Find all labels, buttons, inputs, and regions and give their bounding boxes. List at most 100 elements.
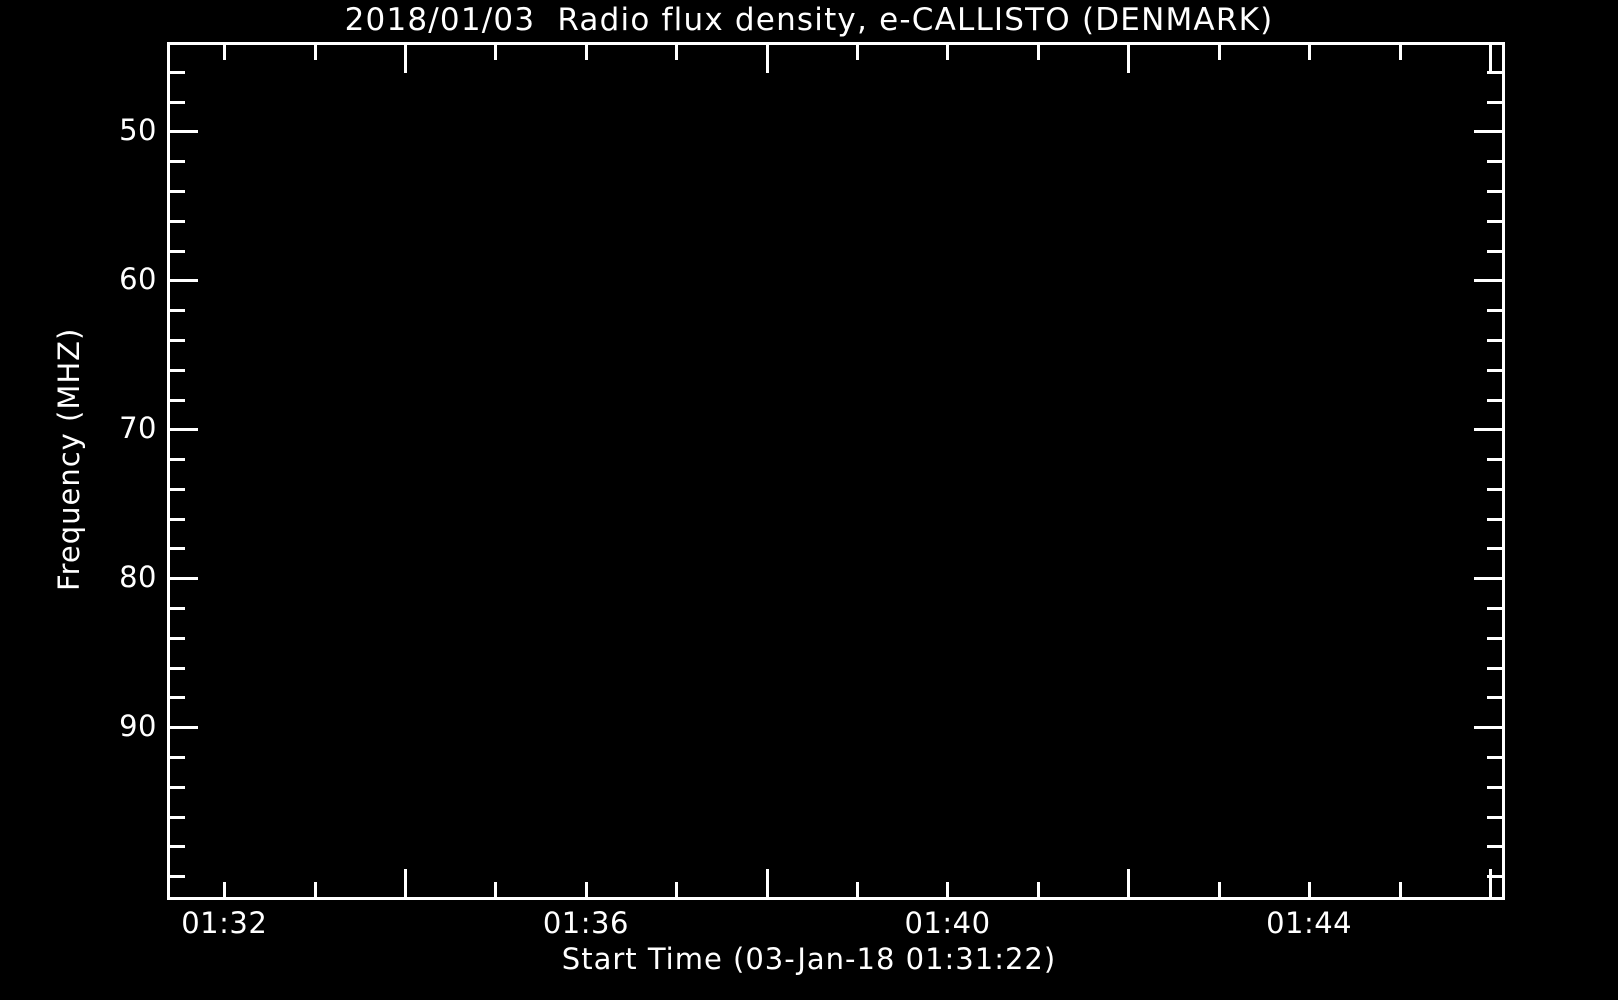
plot-frame: [167, 42, 1505, 900]
axis-tick: [170, 637, 185, 640]
axis-tick: [585, 882, 588, 897]
axis-tick: [223, 882, 226, 897]
axis-tick: [1487, 786, 1502, 789]
axis-tick: [1037, 45, 1040, 60]
axis-tick: [170, 518, 185, 521]
axis-tick: [170, 220, 185, 223]
axis-tick: [1474, 279, 1502, 282]
axis-tick: [170, 726, 198, 729]
x-tick-label: 01:44: [1266, 906, 1353, 940]
axis-tick: [170, 696, 185, 699]
axis-tick: [170, 339, 185, 342]
y-axis-title: Frequency (MHZ): [52, 327, 86, 591]
axis-tick: [1487, 696, 1502, 699]
axis-tick: [766, 869, 769, 897]
axis-tick: [1487, 101, 1502, 104]
y-tick-label: 90: [119, 709, 157, 744]
axis-tick: [170, 160, 185, 163]
axis-tick: [1487, 309, 1502, 312]
axis-tick: [675, 45, 678, 60]
axis-tick: [1218, 45, 1221, 60]
x-axis-title: Start Time (03-Jan-18 01:31:22): [561, 942, 1057, 976]
axis-tick: [1487, 488, 1502, 491]
y-tick-label: 80: [119, 560, 157, 595]
axis-tick: [1487, 607, 1502, 610]
axis-tick: [1487, 667, 1502, 670]
axis-tick: [404, 45, 407, 73]
axis-tick: [1308, 45, 1311, 60]
y-tick-label: 60: [119, 262, 157, 297]
axis-tick: [1474, 130, 1502, 133]
axis-tick: [946, 882, 949, 897]
axis-tick: [223, 45, 226, 60]
axis-tick: [314, 882, 317, 897]
axis-tick: [170, 488, 185, 491]
axis-tick: [1487, 458, 1502, 461]
axis-tick: [1487, 369, 1502, 372]
axis-tick: [1487, 637, 1502, 640]
axis-tick: [1474, 726, 1502, 729]
axis-tick: [1487, 756, 1502, 759]
axis-tick: [170, 667, 185, 670]
axis-tick: [1487, 250, 1502, 253]
axis-tick: [1487, 399, 1502, 402]
axis-tick: [1399, 45, 1402, 60]
x-tick-label: 01:32: [181, 906, 268, 940]
axis-tick: [170, 845, 185, 848]
axis-tick: [314, 45, 317, 60]
axis-tick: [946, 45, 949, 60]
x-tick-label: 01:40: [904, 906, 991, 940]
axis-tick: [1037, 882, 1040, 897]
axis-tick: [170, 399, 185, 402]
axis-tick: [494, 45, 497, 60]
axis-tick: [1489, 869, 1492, 897]
axis-tick: [1487, 547, 1502, 550]
axis-tick: [170, 250, 185, 253]
axis-tick: [170, 875, 185, 878]
axis-tick: [1474, 428, 1502, 431]
axis-tick: [170, 101, 185, 104]
axis-tick: [1487, 160, 1502, 163]
axis-tick: [1218, 882, 1221, 897]
axis-tick: [170, 607, 185, 610]
axis-tick: [856, 882, 859, 897]
axis-tick: [1487, 518, 1502, 521]
axis-tick: [1487, 845, 1502, 848]
axis-tick: [170, 130, 198, 133]
axis-tick: [170, 458, 185, 461]
axis-tick: [170, 190, 185, 193]
axis-tick: [170, 756, 185, 759]
axis-tick: [1399, 882, 1402, 897]
y-tick-label: 70: [119, 411, 157, 446]
axis-tick: [1474, 577, 1502, 580]
chart-title: 2018/01/03 Radio flux density, e-CALLIST…: [344, 2, 1274, 38]
axis-tick: [170, 369, 185, 372]
axis-tick: [1487, 816, 1502, 819]
axis-tick: [585, 45, 588, 60]
axis-tick: [170, 577, 198, 580]
axis-tick: [766, 45, 769, 73]
axis-tick: [1487, 190, 1502, 193]
axis-tick: [1308, 882, 1311, 897]
axis-tick: [170, 279, 198, 282]
axis-tick: [170, 816, 185, 819]
axis-tick: [1489, 45, 1492, 73]
axis-tick: [170, 786, 185, 789]
axis-tick: [856, 45, 859, 60]
axis-tick: [1487, 71, 1502, 74]
axis-tick: [170, 71, 185, 74]
axis-tick: [1127, 869, 1130, 897]
axis-tick: [1487, 875, 1502, 878]
axis-tick: [494, 882, 497, 897]
axis-tick: [1487, 339, 1502, 342]
axis-tick: [404, 869, 407, 897]
axis-tick: [170, 547, 185, 550]
x-tick-label: 01:36: [542, 906, 629, 940]
axis-tick: [675, 882, 678, 897]
axis-tick: [1487, 220, 1502, 223]
axis-tick: [170, 428, 198, 431]
axis-tick: [170, 309, 185, 312]
axis-tick: [1127, 45, 1130, 73]
y-tick-label: 50: [119, 113, 157, 148]
